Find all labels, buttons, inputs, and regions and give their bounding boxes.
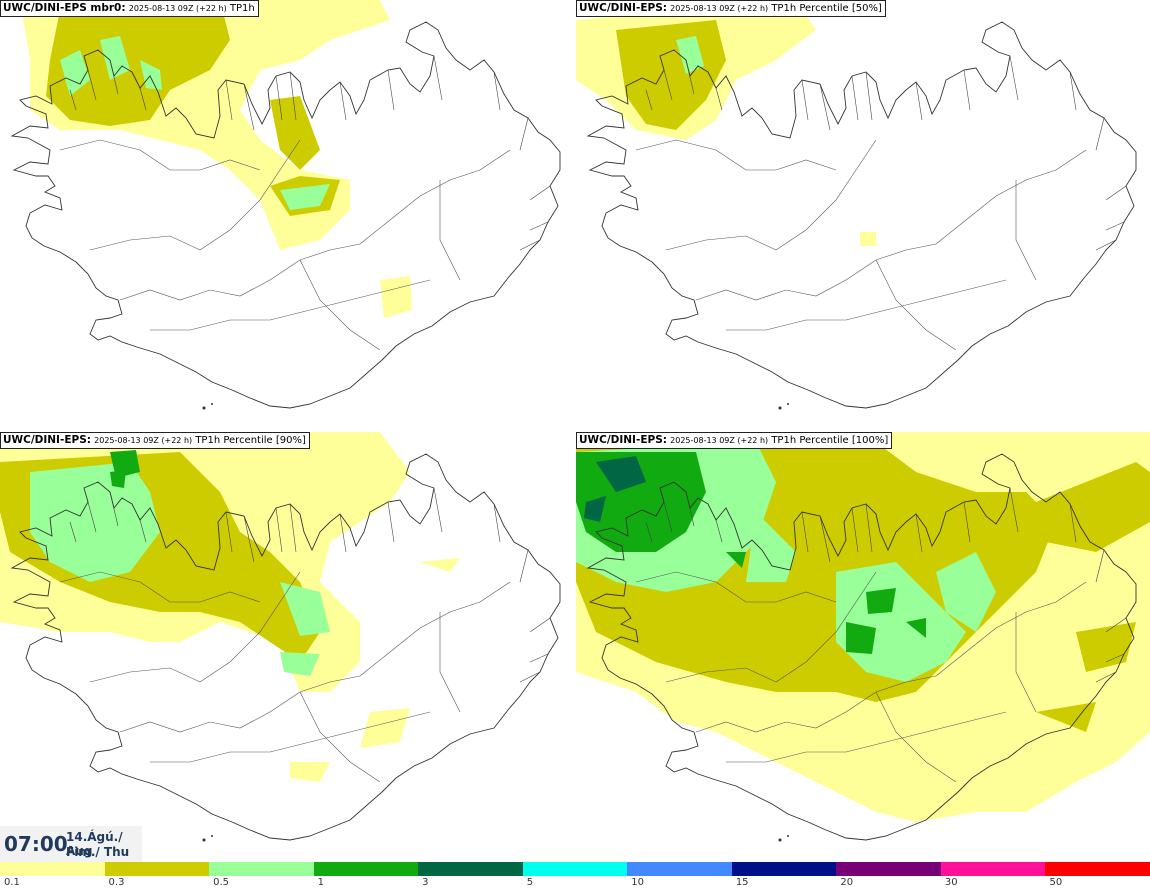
field-label: TP1h Percentile [90%] xyxy=(195,435,306,446)
valid-day: Fim./ Thu xyxy=(66,845,130,859)
member-label: : xyxy=(662,2,667,14)
legend-swatch xyxy=(836,862,942,876)
member-label: : xyxy=(86,434,91,446)
run-label: 2025-08-13 09Z (+22 h) xyxy=(670,4,769,13)
legend-tick-label: 0.5 xyxy=(213,877,229,888)
member-label: mbr0: xyxy=(86,2,126,14)
panel-title: UWC/DINI-EPS: 2025-08-13 09Z (+22 h) TP1… xyxy=(576,432,893,449)
model-name: UWC/DINI-EPS xyxy=(3,2,87,14)
legend-swatch xyxy=(1045,862,1150,876)
legend-tick-label: 3 xyxy=(422,877,429,888)
legend-tick-label: 0.3 xyxy=(108,877,125,888)
legend-swatch xyxy=(0,862,106,876)
legend-tick-label: 20 xyxy=(840,877,854,888)
legend-swatch xyxy=(209,862,315,876)
precip-map-member0 xyxy=(11,0,561,410)
legend-swatch xyxy=(104,862,211,876)
color-legend: 0.1 0.3 0.5 1 3 5 10 15 20 30 50 xyxy=(0,862,1150,891)
legend-tick-label: 15 xyxy=(735,877,749,888)
field-label: TP1h xyxy=(229,3,255,14)
panel-title: UWC/DINI-EPS mbr0: 2025-08-13 09Z (+22 h… xyxy=(0,0,259,17)
precip-map-p50 xyxy=(576,0,1137,410)
map-panel-p100: UWC/DINI-EPS: 2025-08-13 09Z (+22 h) TP1… xyxy=(576,432,1150,862)
legend-tick-label: 1 xyxy=(317,877,324,888)
legend-tick-label: 10 xyxy=(631,877,644,888)
valid-time-box: 07:00 14.Ágú./ Aug Fim./ Thu xyxy=(0,826,142,862)
field-label: TP1h Percentile [50%] xyxy=(771,3,882,14)
legend-swatch xyxy=(940,862,1047,876)
legend-swatch xyxy=(627,862,733,876)
legend-tick-label: 5 xyxy=(526,877,534,888)
precip-map-p100 xyxy=(576,432,1150,842)
run-label: 2025-08-13 09Z (+22 h) xyxy=(94,436,193,445)
legend-tick-label: 30 xyxy=(944,877,958,888)
legend-swatch xyxy=(522,862,629,876)
panel-title: UWC/DINI-EPS: 2025-08-13 09Z (+22 h) TP1… xyxy=(0,432,310,449)
map-panel-p50: UWC/DINI-EPS: 2025-08-13 09Z (+22 h) TP1… xyxy=(576,0,1150,430)
field-label: TP1h Percentile [100%] xyxy=(771,435,889,446)
legend-swatch xyxy=(313,862,420,876)
run-label: 2025-08-13 09Z (+22 h) xyxy=(670,436,769,445)
run-label: 2025-08-13 09Z (+22 h) xyxy=(128,4,227,13)
legend-tick-label: 50 xyxy=(1049,877,1063,888)
map-panel-member0: UWC/DINI-EPS mbr0: 2025-08-13 09Z (+22 h… xyxy=(0,0,574,430)
valid-date: 14.Ágú./ Aug xyxy=(66,830,123,858)
model-name: UWC/DINI-EPS xyxy=(3,434,87,446)
model-name: UWC/DINI-EPS xyxy=(579,2,663,14)
model-name: UWC/DINI-EPS xyxy=(579,434,663,446)
valid-time: 07:00 xyxy=(4,832,68,856)
precip-map-p90 xyxy=(0,432,561,842)
legend-tick-label: 0.1 xyxy=(4,877,20,888)
map-panel-p90: UWC/DINI-EPS: 2025-08-13 09Z (+22 h) TP1… xyxy=(0,432,574,862)
legend-swatch xyxy=(418,862,524,876)
legend-swatch xyxy=(731,862,838,876)
panel-title: UWC/DINI-EPS: 2025-08-13 09Z (+22 h) TP1… xyxy=(576,0,886,17)
member-label: : xyxy=(662,434,667,446)
